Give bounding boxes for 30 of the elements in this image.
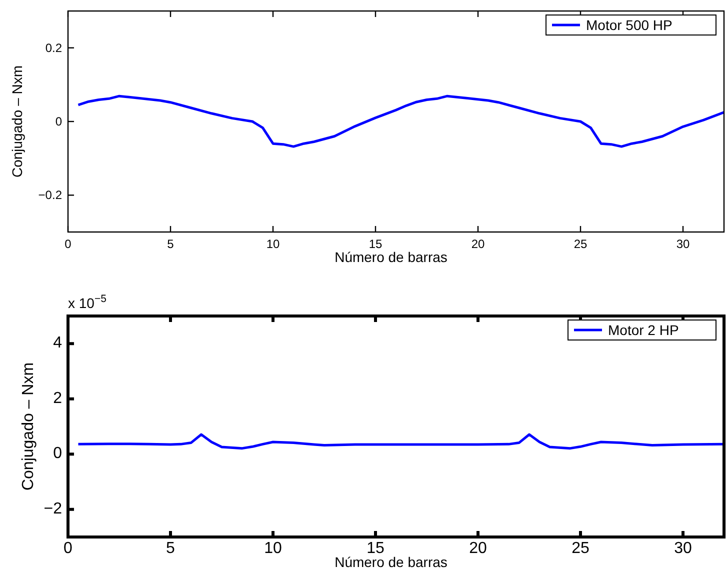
y-tick-label: 0 (55, 114, 62, 128)
x-tick-label: 0 (64, 540, 73, 557)
x-tick-label: 5 (166, 540, 176, 557)
x-tick-label: 30 (674, 540, 692, 557)
y-tick-label: −0.2 (38, 188, 62, 202)
x-tick-label: 25 (572, 540, 590, 557)
legend-label: Motor 2 HP (608, 322, 679, 338)
y-tick-label: −2 (44, 500, 62, 518)
y-axis-title: Conjugado – Nxm (20, 362, 37, 491)
x-tick-label: 25 (574, 237, 588, 251)
x-tick-label: 10 (266, 237, 280, 251)
x-tick-label: 15 (366, 540, 384, 557)
x-tick-label: 20 (469, 540, 487, 557)
x-tick-label: 10 (264, 540, 282, 557)
x-tick-label: 15 (368, 237, 382, 251)
y-tick-label: 2 (53, 390, 62, 407)
line-series (77, 433, 724, 450)
y-tick-label: 0.2 (45, 40, 62, 55)
x-axis-title: Número de barras (334, 249, 448, 265)
x-tick-label: 20 (471, 237, 485, 251)
x-axis-title: Número de barras (334, 554, 448, 570)
legend-label: Motor 500 HP (586, 17, 672, 33)
y-tick-label: 4 (53, 334, 62, 352)
x-tick-label: 5 (167, 237, 174, 251)
x-tick-label: 0 (64, 237, 72, 251)
text: x 10$^{−5}$ (68, 293, 107, 311)
x-tick-label: 30 (676, 237, 690, 251)
y-tick-label: 0 (53, 445, 62, 462)
line-series (77, 94, 724, 148)
y-axis-title: Conjugado – Nxm (9, 65, 25, 178)
